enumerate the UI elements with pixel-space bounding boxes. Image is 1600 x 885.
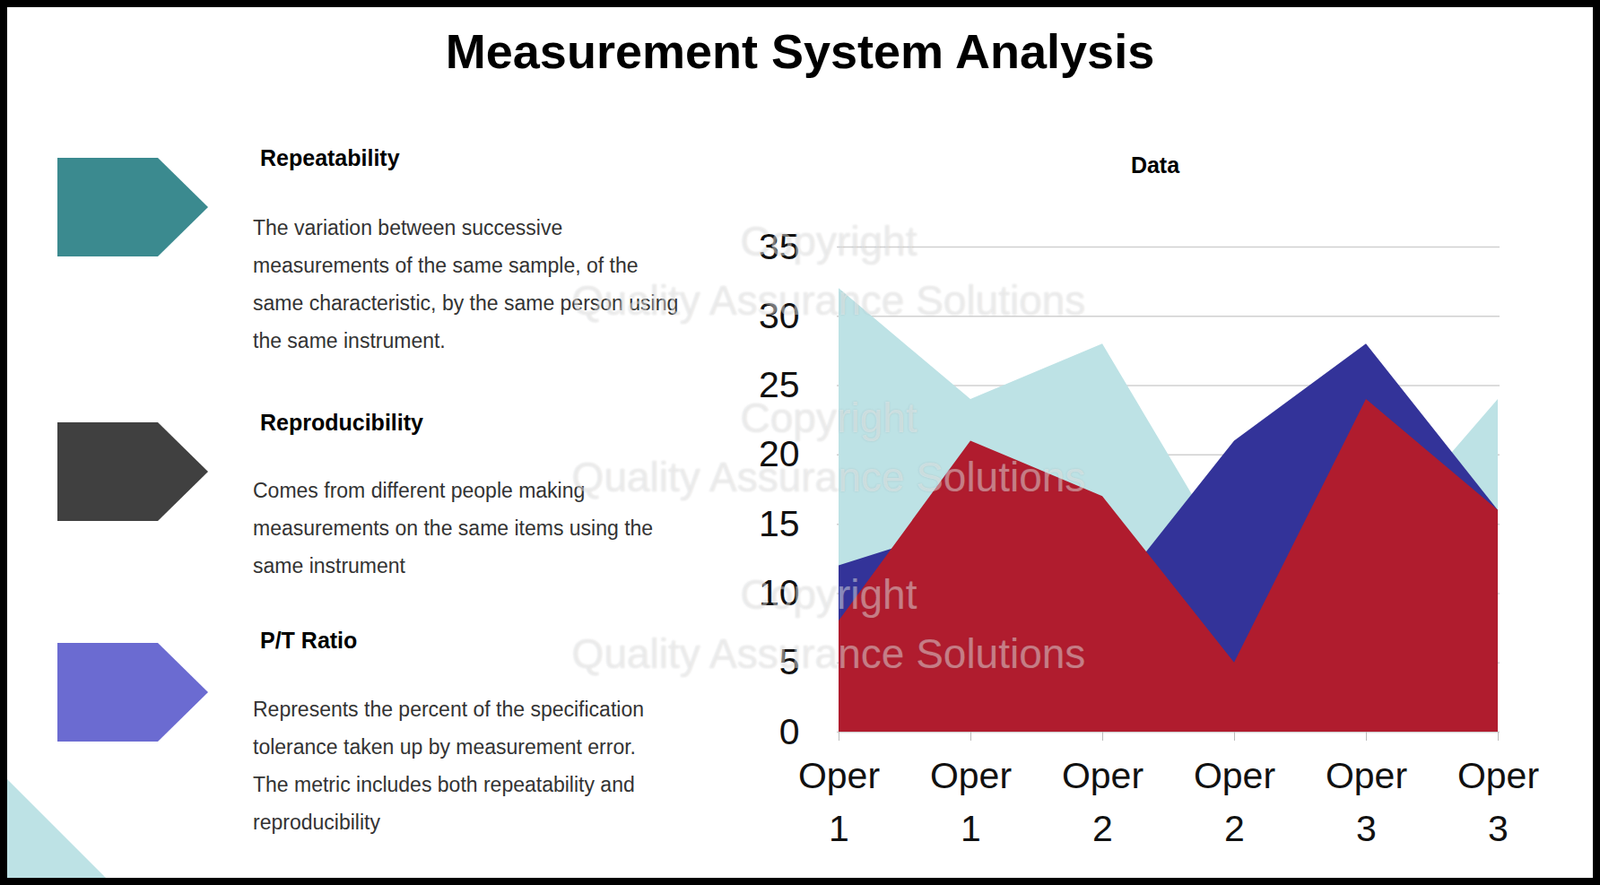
svg-text:5: 5 (779, 641, 800, 683)
svg-text:15: 15 (758, 503, 800, 545)
svg-text:Oper1: Oper1 (798, 755, 880, 850)
svg-text:Oper2: Oper2 (1193, 755, 1276, 850)
svg-text:Oper2: Oper2 (1061, 755, 1144, 850)
svg-text:Oper3: Oper3 (1457, 755, 1540, 850)
svg-text:0: 0 (779, 711, 800, 753)
svg-text:Oper3: Oper3 (1325, 755, 1408, 850)
svg-text:25: 25 (758, 364, 800, 406)
svg-text:Oper1: Oper1 (930, 755, 1012, 850)
svg-text:20: 20 (758, 433, 800, 475)
svg-text:10: 10 (758, 572, 800, 614)
svg-text:30: 30 (758, 295, 800, 337)
svg-text:35: 35 (758, 226, 800, 268)
